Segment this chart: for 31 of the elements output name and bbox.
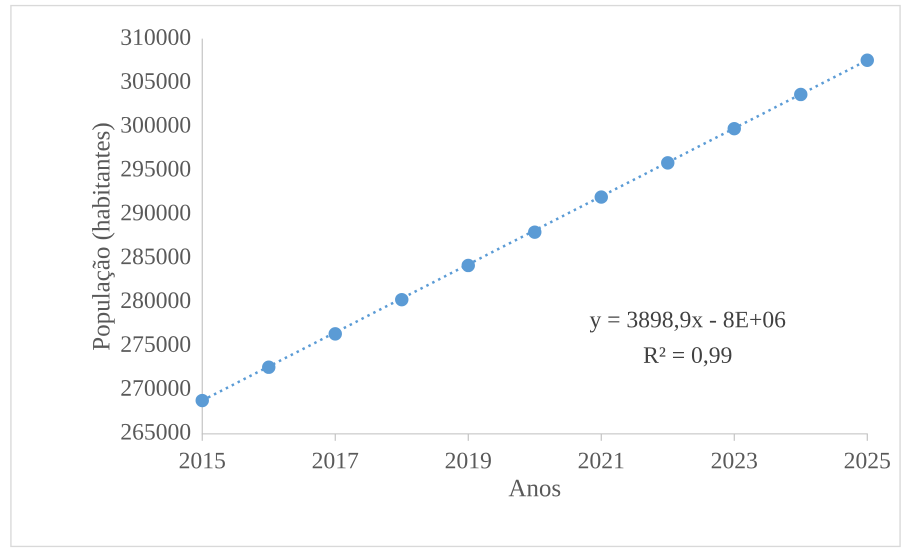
point xyxy=(395,292,408,306)
y-tick-label: 265000 xyxy=(121,424,190,440)
x-tick-label: 2025 xyxy=(844,452,890,469)
y-tick-label: 280000 xyxy=(121,292,190,308)
x-tick-label: 2019 xyxy=(446,452,491,469)
annotation: R² = 0,99 xyxy=(644,347,732,366)
point xyxy=(594,190,608,204)
point xyxy=(794,88,808,102)
point xyxy=(528,225,542,239)
y-tick-label: 310000 xyxy=(121,29,190,46)
y-tick-label: 270000 xyxy=(121,380,190,396)
point xyxy=(262,360,276,374)
x-tick-label: 2015 xyxy=(180,452,225,469)
y-tick-label: 290000 xyxy=(121,204,190,221)
y-tick-label: 285000 xyxy=(121,248,190,264)
point xyxy=(728,122,741,136)
y-tick-label: 275000 xyxy=(121,336,190,352)
x-tick-label: 2023 xyxy=(712,452,757,469)
x-tick-label: 2017 xyxy=(312,452,358,469)
annotation: y = 3898,9x - 8E+06 xyxy=(590,312,786,332)
x-tick-label: 2021 xyxy=(578,452,624,469)
y-tick-label: 300000 xyxy=(121,116,190,133)
y-tick-label: 305000 xyxy=(121,73,190,89)
y-tick-label: 295000 xyxy=(121,160,190,177)
x-axis-title: Anos xyxy=(508,480,560,496)
point xyxy=(328,327,342,341)
y-axis-title: População (habitantes) xyxy=(92,123,115,350)
point xyxy=(462,258,475,272)
point xyxy=(860,54,874,67)
point xyxy=(661,156,674,170)
point xyxy=(196,394,209,408)
